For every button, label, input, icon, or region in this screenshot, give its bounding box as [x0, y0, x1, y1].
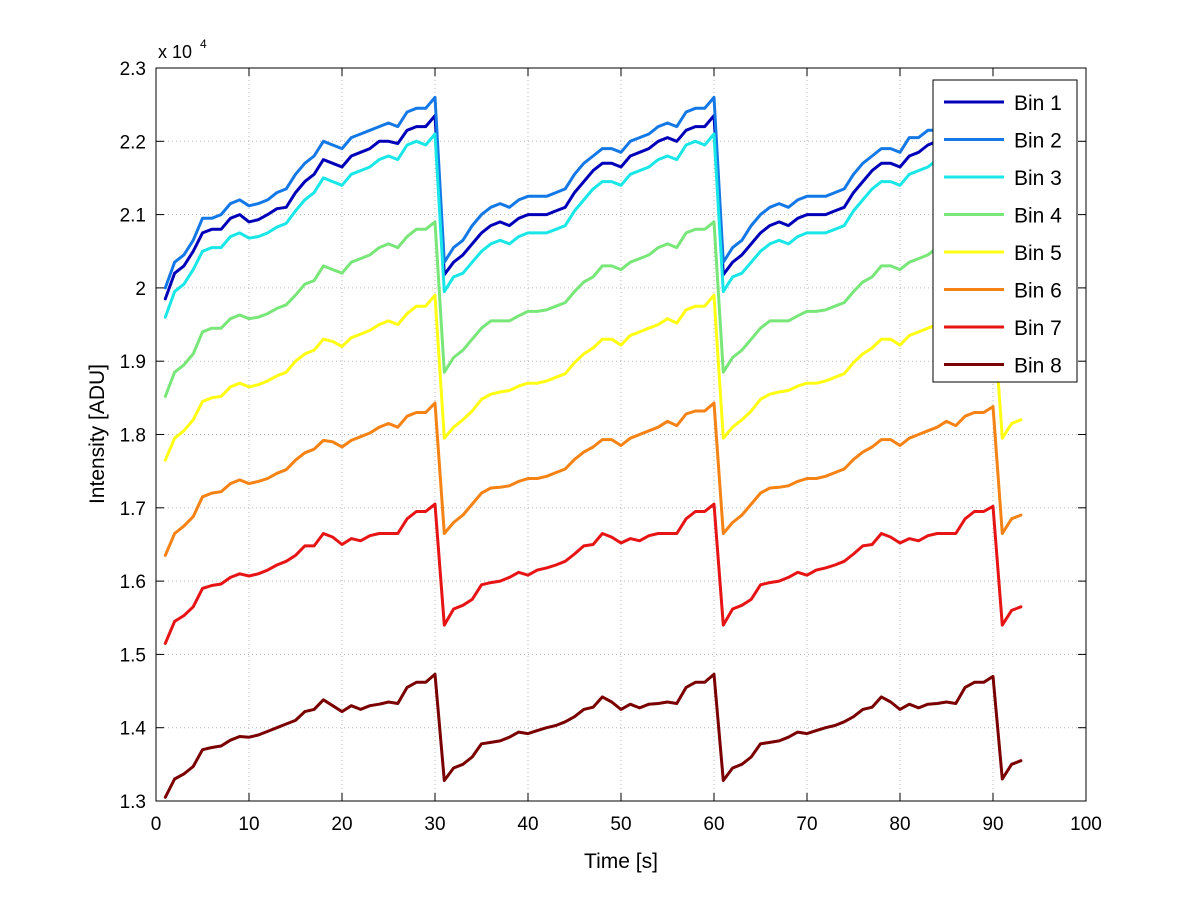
y-tick-label: 2.3: [120, 59, 146, 80]
y-tick-label: 1.5: [120, 645, 146, 666]
legend-label-bin-6: Bin 6: [1014, 280, 1062, 303]
y-tick-label: 2.2: [120, 132, 146, 153]
x-tick-label: 30: [424, 814, 445, 835]
y-axis-exponent-base: x 10: [158, 42, 192, 62]
legend: Bin 1 Bin 2 Bin 3 Bin 4 Bin 5 Bin 6 Bin 7 Bin 8: [932, 79, 1078, 383]
series-line-bin-6: [163, 401, 1023, 557]
x-tick-label: 40: [517, 814, 538, 835]
legend-label-bin-3: Bin 3: [1014, 167, 1062, 190]
grid: [156, 68, 1086, 801]
legend-label-bin-2: Bin 2: [1014, 130, 1062, 153]
y-tick-labels: 1.3 1.4 1.5 1.6 1.7 1.8 1.9 2 2.1 2.2 2.3: [120, 59, 147, 813]
y-tick-label: 1.7: [120, 499, 146, 520]
axis-ticks: [155, 67, 1087, 802]
series-line-bin-4: [163, 220, 939, 398]
data-series: [163, 95, 1023, 799]
x-tick-label: 50: [610, 814, 631, 835]
x-tick-label: 20: [331, 814, 352, 835]
x-axis-label: Time [s]: [584, 850, 658, 873]
x-tick-label: 70: [796, 814, 817, 835]
series-line-bin-5: [163, 293, 1023, 462]
y-tick-label: 1.6: [120, 572, 146, 593]
legend-label-bin-1: Bin 1: [1014, 92, 1062, 115]
y-tick-label: 1.4: [120, 719, 147, 740]
y-tick-label: 2.1: [120, 206, 146, 227]
y-axis-exponent-power: 4: [200, 37, 207, 51]
x-tick-label: 60: [703, 814, 724, 835]
x-tick-label: 90: [982, 814, 1003, 835]
legend-label-bin-4: Bin 4: [1014, 205, 1062, 228]
series-line-bin-7: [163, 502, 1023, 645]
x-tick-label: 0: [151, 814, 162, 835]
series-line-bin-2: [163, 95, 939, 290]
y-axis-exponent: x 10 4: [158, 37, 207, 62]
legend-label-bin-8: Bin 8: [1014, 355, 1062, 378]
x-tick-labels: 0 10 20 30 40 50 60 70 80 90 100: [151, 814, 1102, 835]
series-line-bin-3: [163, 132, 939, 319]
y-tick-label: 1.3: [120, 792, 146, 813]
y-tick-label: 2: [135, 279, 146, 300]
x-tick-label: 80: [889, 814, 910, 835]
series-line-bin-1: [163, 114, 939, 301]
legend-label-bin-5: Bin 5: [1014, 242, 1062, 265]
legend-label-bin-7: Bin 7: [1014, 317, 1062, 340]
series-line-bin-8: [163, 672, 1023, 799]
y-axis-label: Intensity [ADU]: [86, 364, 109, 504]
x-tick-label: 10: [238, 814, 259, 835]
x-tick-label: 100: [1070, 814, 1102, 835]
y-tick-label: 1.8: [120, 426, 146, 447]
y-tick-label: 1.9: [120, 352, 146, 373]
legend-box: [932, 79, 1078, 383]
legend-entries: Bin 1 Bin 2 Bin 3 Bin 4 Bin 5 Bin 6 Bin 7 Bin 8: [944, 92, 1062, 378]
